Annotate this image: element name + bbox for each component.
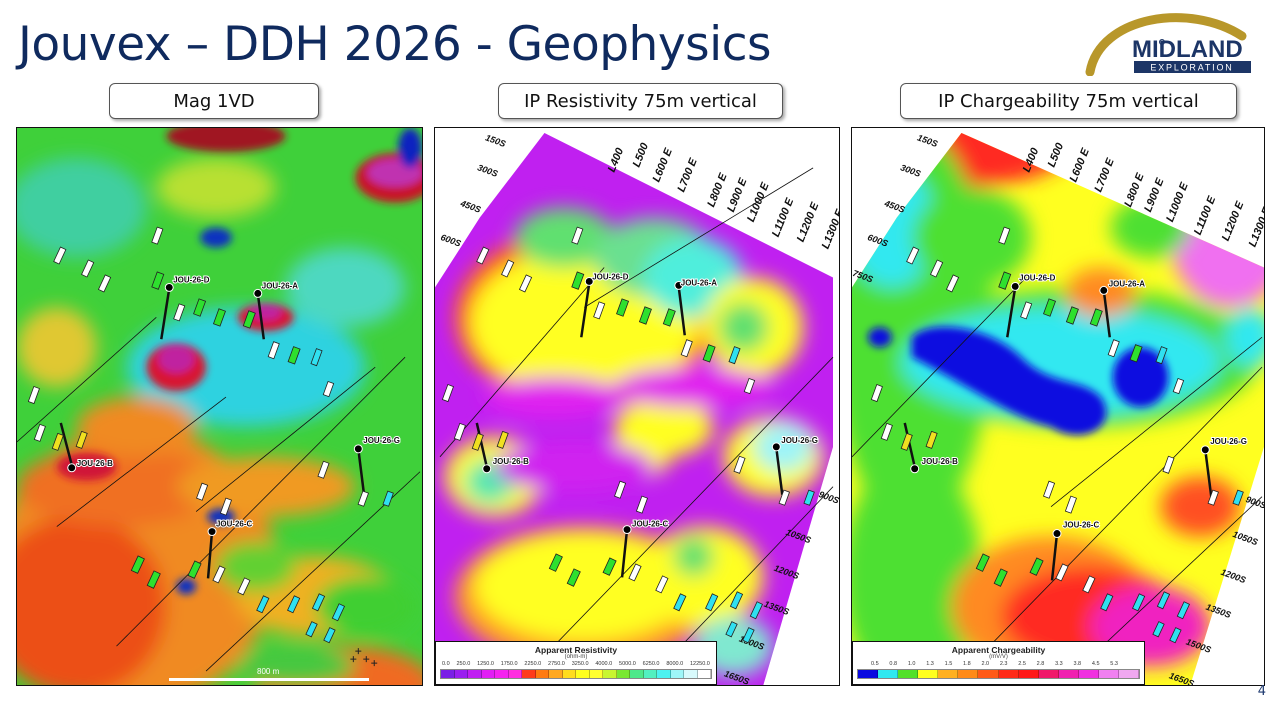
hole-label: JOU-26-D	[1019, 273, 1055, 282]
legend-color-bar	[857, 669, 1140, 679]
ip-chargeability-map: L400 L500 L600 E L700 E L800 E L900 E L1…	[851, 127, 1265, 686]
legend-ticks: 0.5 0.8 1.0 1.3 1.5 1.8 2.0 2.3 2.5 2.8 3.3 3.8 4.5 5…	[871, 661, 1118, 667]
legend-unit: (ohm-m)	[564, 654, 588, 660]
slide-title: Jouvex – DDH 2026 - Geophysics	[18, 17, 772, 72]
legend-title: Apparent Chargeability	[951, 645, 1046, 655]
panel-label-mag: Mag 1VD	[109, 83, 319, 119]
hole-label: JOU-26-B	[493, 457, 529, 466]
hole-label: JOU-26-D	[592, 272, 628, 281]
hole-label: JOU-26-D	[173, 275, 209, 284]
hole-label: JOU-26-A	[262, 281, 298, 290]
hole-label: JOU-26-G	[363, 436, 400, 445]
hole-label: JOU-26-C	[632, 520, 668, 529]
logo-arc-icon: MIDLAND EXPLORATION	[1085, 13, 1251, 77]
page-number: 4	[1257, 684, 1266, 699]
hole-label: JOU-26-B	[922, 457, 958, 466]
chargeability-legend: Apparent Chargeability (mV/V) 0.5 0.8 1.0 1…	[852, 641, 1145, 685]
hole-label: JOU-26-A	[681, 278, 717, 287]
ip-resistivity-map: L400 L500 L600 E L700 E L800 E L900 E L1…	[434, 127, 840, 686]
hole-label: JOU-26-C	[1063, 521, 1099, 530]
hole-label: JOU-26-G	[781, 436, 818, 445]
legend-color-bar	[440, 669, 712, 679]
legend-title: Apparent Resistivity	[534, 645, 618, 655]
logo-brand: MIDLAND	[1132, 36, 1243, 63]
mag-1vd-map: JOU-26-D JOU-26-A JOU-26-B JOU-26-C JOU-…	[16, 127, 423, 686]
logo-subtitle: EXPLORATION	[1150, 63, 1233, 73]
legend-unit: (mV/V)	[989, 654, 1008, 660]
resistivity-legend: Apparent Resistivity (ohm-m) 0.0 250.0 125…	[435, 641, 717, 685]
hole-label: JOU-26-G	[1210, 437, 1247, 446]
hole-label: JOU-26-C	[216, 520, 252, 529]
scale-bar	[169, 678, 369, 681]
hole-label: JOU-26-B	[77, 459, 113, 468]
panel-label-resistivity: IP Resistivity 75m vertical	[498, 83, 783, 119]
midland-logo: MIDLAND EXPLORATION	[1080, 6, 1255, 77]
legend-ticks: 0.0 250.0 1250.0 1750.0 2250.0 2750.0 3250.0 40…	[442, 661, 710, 667]
panel-label-chargeability: IP Chargeability 75m vertical	[900, 83, 1237, 119]
hole-label: JOU-26-A	[1109, 279, 1145, 288]
scale-bar-label: 800 m	[257, 667, 280, 676]
